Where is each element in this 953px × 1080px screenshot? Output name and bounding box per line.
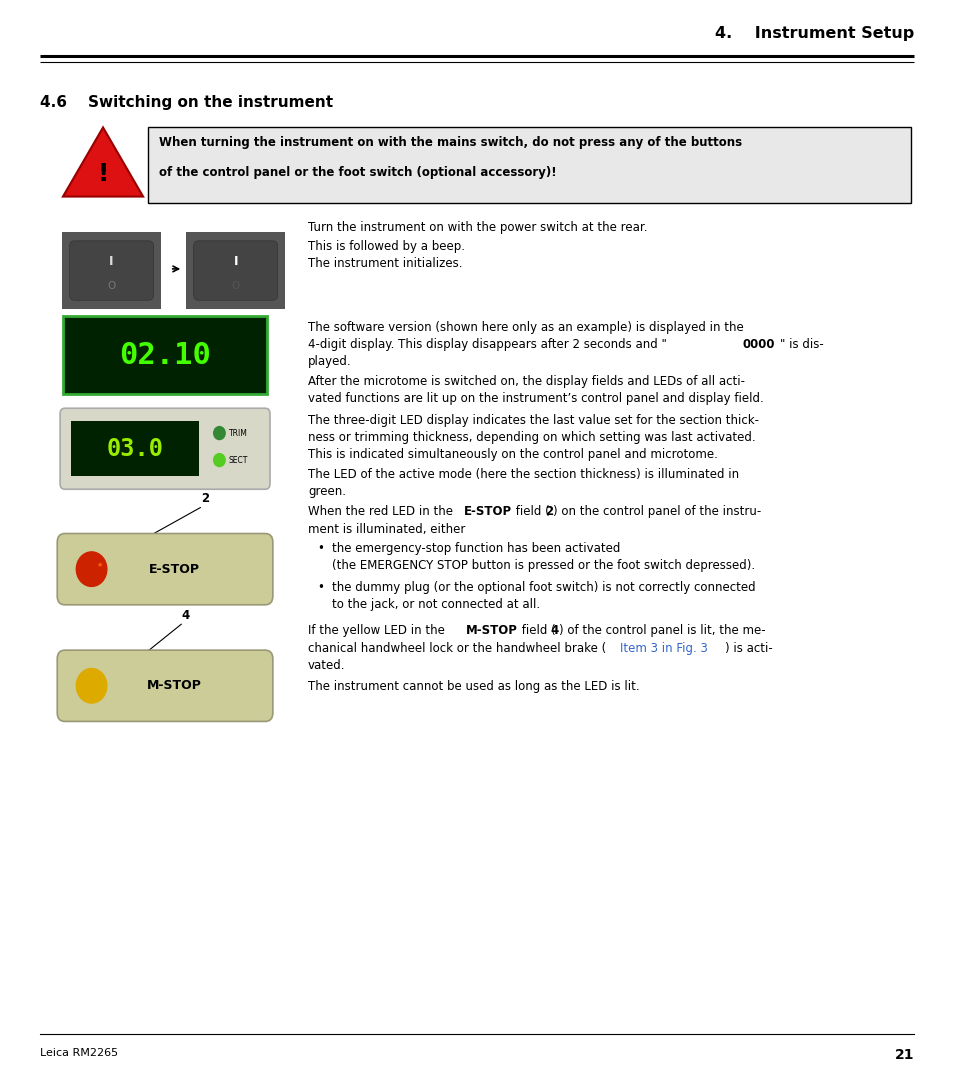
Text: 4: 4	[182, 609, 190, 622]
Text: the emergency-stop function has been activated: the emergency-stop function has been act…	[332, 542, 619, 555]
Text: •: •	[317, 581, 324, 594]
FancyBboxPatch shape	[70, 241, 153, 300]
Text: I: I	[110, 255, 113, 268]
Text: 03.0: 03.0	[107, 436, 163, 461]
Text: 2: 2	[201, 492, 209, 505]
Text: The three-digit LED display indicates the last value set for the section thick-: The three-digit LED display indicates th…	[308, 414, 759, 427]
Polygon shape	[63, 127, 143, 197]
Text: I: I	[233, 255, 237, 268]
Text: The software version (shown here only as an example) is displayed in the: The software version (shown here only as…	[308, 321, 743, 334]
Text: Leica RM2265: Leica RM2265	[40, 1048, 118, 1057]
Text: !: !	[97, 162, 109, 186]
Text: Item 3 in Fig. 3: Item 3 in Fig. 3	[619, 642, 707, 654]
Text: TRIM: TRIM	[229, 429, 248, 437]
Text: ment is illuminated, either: ment is illuminated, either	[308, 523, 465, 536]
Text: E-STOP: E-STOP	[463, 505, 511, 518]
Text: The instrument initializes.: The instrument initializes.	[308, 257, 462, 270]
Text: vated.: vated.	[308, 659, 345, 672]
Text: the dummy plug (or the optional foot switch) is not correctly connected: the dummy plug (or the optional foot swi…	[332, 581, 755, 594]
Text: of the control panel or the foot switch (optional accessory)!: of the control panel or the foot switch …	[159, 166, 557, 179]
Circle shape	[76, 552, 107, 586]
Text: O: O	[232, 281, 239, 291]
Text: This is followed by a beep.: This is followed by a beep.	[308, 240, 465, 253]
FancyBboxPatch shape	[63, 316, 267, 394]
Text: 4.    Instrument Setup: 4. Instrument Setup	[714, 26, 913, 41]
Text: vated functions are lit up on the instrument’s control panel and display field.: vated functions are lit up on the instru…	[308, 392, 763, 405]
Text: chanical handwheel lock or the handwheel brake (: chanical handwheel lock or the handwheel…	[308, 642, 606, 654]
FancyBboxPatch shape	[57, 534, 273, 605]
FancyBboxPatch shape	[62, 232, 161, 309]
Text: 2: 2	[544, 505, 553, 518]
Text: The instrument cannot be used as long as the LED is lit.: The instrument cannot be used as long as…	[308, 680, 639, 693]
Text: ness or trimming thickness, depending on which setting was last activated.: ness or trimming thickness, depending on…	[308, 431, 755, 444]
Circle shape	[213, 427, 225, 440]
Text: O: O	[108, 281, 115, 291]
Text: played.: played.	[308, 355, 352, 368]
Circle shape	[213, 454, 225, 467]
Text: When turning the instrument on with the mains switch, do not press any of the bu: When turning the instrument on with the …	[159, 136, 741, 149]
Text: 0000: 0000	[741, 338, 774, 351]
Text: If the yellow LED in the: If the yellow LED in the	[308, 624, 448, 637]
Text: 21: 21	[894, 1048, 913, 1062]
Text: •: •	[317, 542, 324, 555]
FancyBboxPatch shape	[186, 232, 285, 309]
Text: E-STOP: E-STOP	[149, 563, 200, 576]
Text: ) on the control panel of the instru-: ) on the control panel of the instru-	[553, 505, 760, 518]
FancyBboxPatch shape	[57, 650, 273, 721]
Text: field (: field (	[512, 505, 550, 518]
Text: M-STOP: M-STOP	[465, 624, 517, 637]
Text: green.: green.	[308, 485, 346, 498]
Text: ) is acti-: ) is acti-	[724, 642, 772, 654]
FancyBboxPatch shape	[60, 408, 270, 489]
Circle shape	[76, 669, 107, 703]
Text: 4.6    Switching on the instrument: 4.6 Switching on the instrument	[40, 95, 333, 110]
Text: 4-digit display. This display disappears after 2 seconds and ": 4-digit display. This display disappears…	[308, 338, 666, 351]
FancyBboxPatch shape	[193, 241, 277, 300]
Text: ) of the control panel is lit, the me-: ) of the control panel is lit, the me-	[558, 624, 765, 637]
Text: field (: field (	[517, 624, 556, 637]
Text: 02.10: 02.10	[119, 341, 211, 369]
Text: M-STOP: M-STOP	[147, 679, 202, 692]
Text: 4: 4	[550, 624, 558, 637]
Text: SECT: SECT	[229, 456, 248, 464]
Text: When the red LED in the: When the red LED in the	[308, 505, 456, 518]
FancyBboxPatch shape	[71, 421, 199, 476]
Text: " is dis-: " is dis-	[780, 338, 823, 351]
Text: Turn the instrument on with the power switch at the rear.: Turn the instrument on with the power sw…	[308, 221, 647, 234]
Text: to the jack, or not connected at all.: to the jack, or not connected at all.	[332, 598, 539, 611]
FancyBboxPatch shape	[148, 127, 910, 203]
Text: The LED of the active mode (here the section thickness) is illuminated in: The LED of the active mode (here the sec…	[308, 468, 739, 481]
Text: ★: ★	[96, 562, 103, 568]
Text: (the EMERGENCY STOP button is pressed or the foot switch depressed).: (the EMERGENCY STOP button is pressed or…	[332, 559, 755, 572]
Text: This is indicated simultaneously on the control panel and microtome.: This is indicated simultaneously on the …	[308, 448, 718, 461]
Text: After the microtome is switched on, the display fields and LEDs of all acti-: After the microtome is switched on, the …	[308, 375, 744, 388]
